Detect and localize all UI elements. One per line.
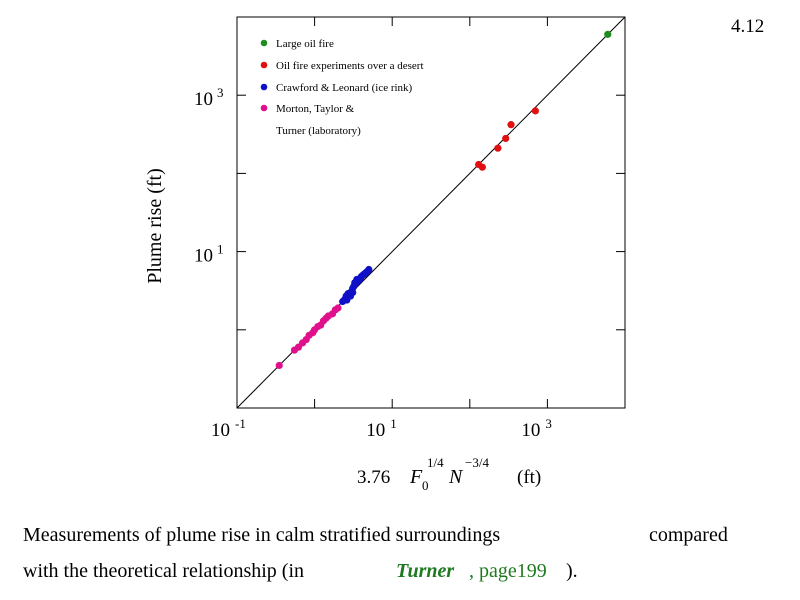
x-axis-label-exp2: −3/4: [465, 455, 489, 470]
caption-line-1: Measurements of plume rise in calm strat…: [23, 517, 783, 553]
figure-caption: Measurements of plume rise in calm strat…: [23, 517, 783, 589]
plot-frame: [236, 16, 626, 409]
x-axis-label-F: F: [409, 466, 423, 488]
data-point-series-1: [531, 107, 539, 115]
legend-label: Turner (laboratory): [276, 125, 361, 137]
data-point-series-2: [353, 275, 361, 284]
x-axis-label-prefix: 3.76: [357, 467, 390, 488]
caption-text-1b: compared: [649, 524, 728, 546]
legend: Large oil fire Oil fire experiments over …: [260, 38, 424, 137]
data-point-series-2: [365, 265, 373, 274]
caption-line-2: with the theoretical relationship (in Tu…: [23, 553, 783, 589]
data-point-series-2: [349, 288, 357, 297]
caption-reference-page[interactable]: , page199: [469, 560, 547, 582]
data-point-series-1: [507, 121, 515, 129]
x-axis-label-unit: (ft): [517, 467, 541, 488]
x-tick-label: 10 1: [366, 416, 397, 441]
legend-label: Morton, Taylor &: [276, 103, 355, 115]
data-point-series-1: [502, 134, 510, 143]
axis-ticks: 10 -1 10 1 10 3 10 1 10 3: [194, 16, 626, 441]
x-tick-label: 10 3: [521, 416, 552, 441]
scatter-chart: 10 -1 10 1 10 3 10 1 10 3 Large oil fire Oil fire …: [144, 16, 626, 493]
data-points: [275, 30, 612, 370]
caption-text-2a: with the theoretical relationship (in: [23, 560, 305, 582]
data-point-series-1: [494, 144, 502, 152]
x-axis-label-N: N: [448, 466, 464, 488]
legend-label: Large oil fire: [276, 38, 334, 50]
caption-text-1a: Measurements of plume rise in calm strat…: [23, 524, 501, 546]
legend-label: Crawford & Leonard (ice rink): [276, 82, 413, 94]
x-axis-label-sub: 0: [422, 478, 429, 493]
x-tick-label: 10 -1: [211, 416, 246, 441]
plot-frame-rect: [236, 16, 626, 409]
y-tick-label: 10 1: [194, 242, 224, 267]
legend-marker: [260, 61, 268, 69]
data-point-series-1: [478, 163, 486, 171]
data-point-series-3: [334, 304, 342, 312]
caption-text-2-close: ).: [566, 560, 578, 582]
data-point-series-3: [275, 361, 283, 370]
data-point-series-0: [604, 30, 612, 38]
slide-number: 4.12: [731, 16, 765, 37]
legend-marker: [260, 104, 268, 112]
legend-label: Oil fire experiments over a desert: [276, 60, 424, 72]
legend-marker: [260, 83, 268, 91]
y-axis-label: Plume rise (ft): [144, 168, 166, 284]
legend-marker: [260, 39, 268, 47]
x-axis-label-exp1: 1/4: [427, 455, 444, 470]
axis-labels: Plume rise (ft) 3.76 F 0 1/4 N−3/4 (ft): [144, 168, 541, 493]
y-tick-label: 10 3: [194, 85, 224, 110]
caption-reference-author[interactable]: Turner: [396, 560, 455, 582]
